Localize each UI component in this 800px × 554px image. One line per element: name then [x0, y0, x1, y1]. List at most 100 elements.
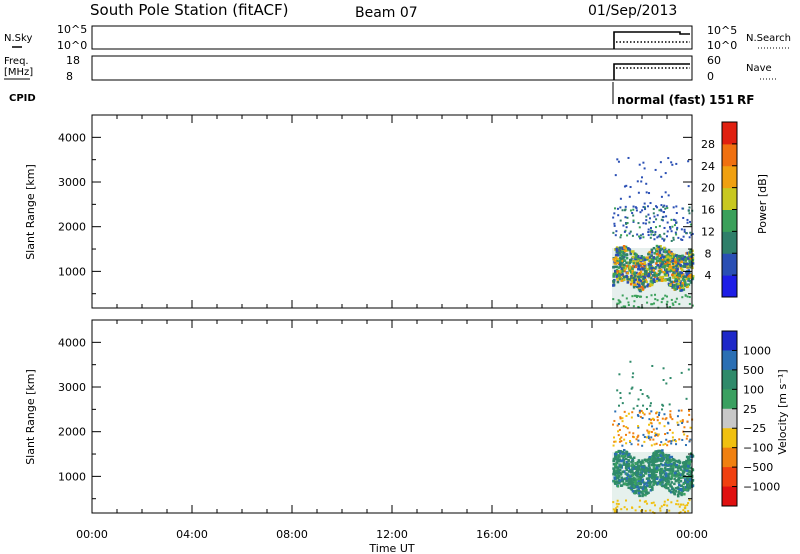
echo-cell: [627, 470, 631, 473]
echo-cell: [643, 413, 646, 416]
power-colorbar-segment: [722, 187, 737, 210]
echo-cell: [655, 205, 658, 208]
echo-cell: [640, 464, 643, 468]
echo-cell: [669, 477, 672, 481]
echo-cell: [670, 218, 673, 221]
echo-cell: [645, 458, 648, 462]
echo-cell: [668, 440, 671, 443]
echo-cell: [681, 489, 685, 493]
echo-cell: [676, 499, 679, 502]
echo-cell: [684, 463, 687, 467]
echo-cell: [678, 284, 682, 287]
echo-cell: [680, 271, 684, 275]
echo-cell: [669, 410, 672, 413]
echo-cell: [672, 238, 675, 241]
echo-cell: [655, 262, 658, 265]
echo-cell: [642, 277, 645, 281]
echo-cell: [642, 274, 645, 277]
echo-cell: [628, 248, 631, 251]
echo-cell: [657, 414, 660, 417]
echo-cell: [686, 295, 689, 298]
echo-cell: [678, 461, 682, 465]
echo-cell: [686, 460, 690, 463]
echo-cell: [642, 493, 645, 496]
echo-cell: [626, 453, 630, 457]
echo-cell: [632, 205, 635, 208]
echo-cell: [670, 239, 673, 242]
echo-cell: [676, 469, 680, 472]
echo-cell: [666, 255, 669, 259]
echo-cell: [671, 457, 675, 461]
echo-cell: [656, 434, 659, 437]
echo-cell: [690, 460, 693, 463]
echo-cell: [615, 253, 618, 257]
echo-cell: [691, 479, 694, 482]
echo-cell: [654, 432, 657, 435]
echo-cell: [650, 410, 653, 413]
echo-cell: [638, 278, 641, 282]
echo-cell: [651, 270, 654, 274]
echo-cell: [614, 482, 617, 485]
echo-cell: [616, 469, 619, 473]
echo-cell: [675, 264, 679, 267]
echo-cell: [669, 377, 672, 380]
echo-cell: [665, 458, 669, 462]
echo-cell: [653, 215, 656, 218]
echo-cell: [691, 468, 694, 471]
echo-cell: [615, 250, 619, 254]
echo-cell: [620, 454, 624, 458]
echo-cell: [622, 461, 626, 464]
echo-cell: [642, 205, 645, 208]
echo-cell: [619, 465, 622, 468]
echo-cell: [616, 270, 619, 273]
echo-cell: [650, 248, 654, 252]
echo-cell: [691, 258, 695, 262]
echo-cell: [633, 490, 636, 493]
echo-cell: [655, 477, 659, 481]
echo-cell: [675, 205, 678, 208]
echo-cell: [648, 256, 651, 259]
echo-cell: [657, 250, 660, 254]
echo-cell: [625, 499, 628, 502]
echo-cell: [669, 483, 672, 486]
echo-cell: [683, 230, 686, 233]
echo-cell: [622, 425, 625, 428]
echo-cell: [687, 488, 690, 491]
echo-cell: [673, 439, 676, 442]
echo-cell: [653, 302, 656, 305]
echo-cell: [687, 160, 690, 163]
echo-cell: [682, 482, 685, 486]
echo-cell: [635, 271, 638, 275]
echo-cell: [622, 263, 625, 266]
echo-cell: [682, 486, 685, 489]
noise-sky-trace: [613, 31, 690, 49]
echo-cell: [691, 275, 695, 278]
cpid-mode: normal (fast): [617, 93, 706, 107]
echo-cell: [623, 477, 627, 480]
echo-cell: [658, 457, 662, 461]
echo-cell: [689, 438, 692, 441]
echo-cell: [626, 463, 630, 467]
echo-cell: [618, 479, 621, 483]
echo-cell: [651, 260, 655, 264]
echo-cell: [627, 486, 630, 489]
echo-cell: [637, 443, 640, 446]
echo-cell: [688, 212, 691, 215]
echo-cell: [650, 418, 653, 421]
echo-cell: [678, 259, 681, 262]
echo-cell: [685, 437, 688, 440]
echo-cell: [631, 386, 634, 389]
echo-cell: [663, 425, 666, 428]
echo-cell: [680, 260, 684, 264]
echo-cell: [675, 282, 679, 286]
echo-cell: [617, 274, 621, 278]
echo-cell: [655, 252, 659, 256]
echo-cell: [643, 483, 646, 486]
echo-cell: [649, 226, 652, 229]
echo-cell: [669, 429, 672, 432]
power-x-ticks: [91, 115, 693, 308]
echo-cell: [664, 258, 667, 261]
echo-cell: [636, 436, 639, 439]
echo-cell: [629, 478, 632, 482]
echo-cell: [674, 487, 678, 490]
